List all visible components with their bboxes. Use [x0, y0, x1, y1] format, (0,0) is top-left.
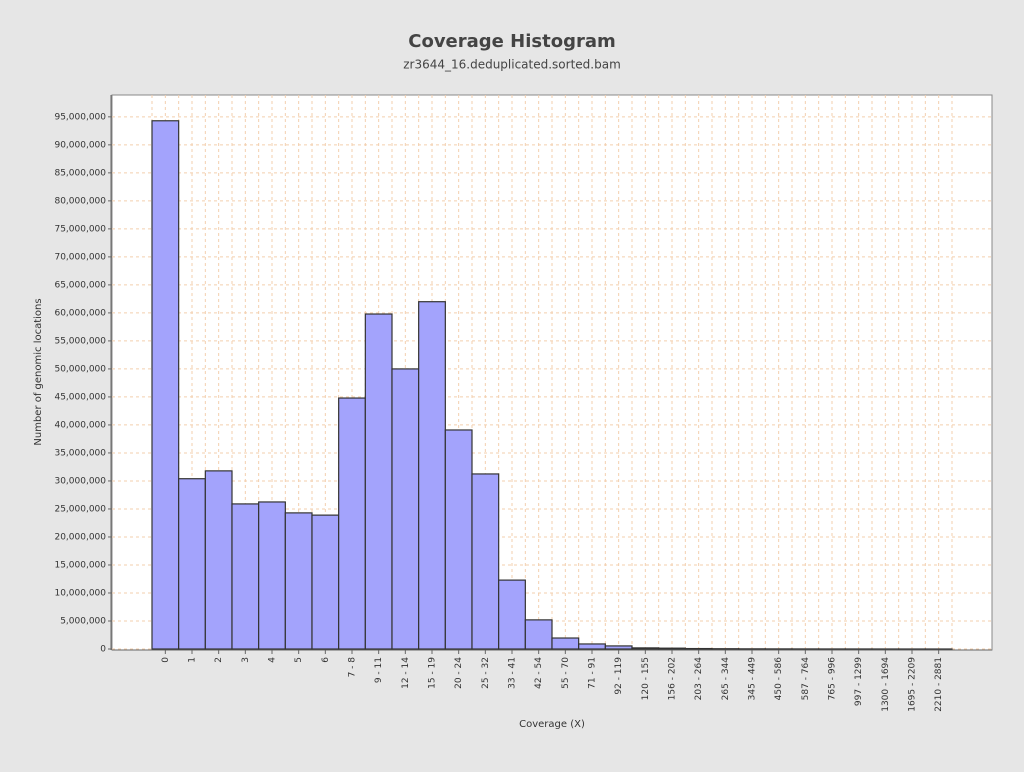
bar: [152, 121, 179, 649]
x-tick-label: 33 - 41: [508, 657, 518, 689]
bar: [419, 302, 446, 649]
bar: [232, 504, 259, 649]
bar: [499, 580, 526, 649]
bar: [285, 513, 312, 649]
x-tick-label: 2: [214, 657, 224, 663]
y-tick-label: 5,000,000: [60, 616, 106, 626]
x-tick-label: 997 - 1299: [854, 657, 864, 706]
chart-title: Coverage Histogram: [408, 31, 615, 52]
y-tick-label: 10,000,000: [54, 588, 106, 598]
bar: [659, 648, 686, 649]
y-tick-label: 70,000,000: [54, 252, 106, 262]
y-tick-label: 40,000,000: [54, 420, 106, 430]
y-tick-label: 35,000,000: [54, 448, 106, 458]
y-tick-label: 45,000,000: [54, 392, 106, 402]
x-tick-label: 0: [161, 657, 171, 663]
chart-subtitle: zr3644_16.deduplicated.sorted.bam: [403, 58, 621, 72]
x-tick-label: 9 - 11: [374, 657, 384, 683]
x-tick-label: 15 - 19: [428, 657, 438, 689]
x-tick-label: 20 - 24: [454, 657, 464, 689]
y-tick-label: 80,000,000: [54, 196, 106, 206]
y-axis-label: Number of genomic locations: [33, 298, 44, 445]
x-tick-label: 42 - 54: [534, 657, 544, 689]
x-tick-label: 25 - 32: [481, 657, 491, 689]
bar: [339, 398, 366, 649]
bar: [392, 369, 419, 649]
x-tick-label: 587 - 764: [801, 657, 811, 701]
bar: [205, 471, 232, 649]
x-tick-label: 265 - 344: [721, 657, 731, 701]
bar: [632, 648, 659, 649]
bar: [179, 479, 206, 649]
y-tick-label: 25,000,000: [54, 504, 106, 514]
x-tick-label: 71 - 91: [588, 657, 598, 689]
y-tick-label: 95,000,000: [54, 112, 106, 122]
y-tick-label: 0: [100, 645, 106, 655]
x-tick-label: 1695 - 2209: [908, 657, 918, 712]
x-tick-label: 1300 - 1694: [881, 657, 891, 712]
y-tick-label: 75,000,000: [54, 224, 106, 234]
x-tick-label: 55 - 70: [561, 657, 571, 689]
y-tick-label: 65,000,000: [54, 280, 106, 290]
x-tick-label: 156 - 202: [668, 657, 678, 700]
bar: [525, 620, 552, 649]
y-tick-label: 85,000,000: [54, 168, 106, 178]
bar: [312, 515, 339, 649]
x-tick-label: 4: [268, 657, 278, 663]
x-tick-label: 3: [241, 657, 251, 663]
y-tick-label: 60,000,000: [54, 308, 106, 318]
x-tick-label: 450 - 586: [774, 657, 784, 701]
x-tick-label: 203 - 264: [694, 657, 704, 701]
x-axis-label: Coverage (X): [519, 719, 585, 730]
x-tick-label: 92 - 119: [614, 657, 624, 695]
x-tick-label: 7 - 8: [348, 657, 358, 678]
y-tick-label: 55,000,000: [54, 336, 106, 346]
x-tick-label: 765 - 996: [828, 657, 838, 701]
y-tick-label: 30,000,000: [54, 476, 106, 486]
bar: [365, 314, 392, 649]
x-tick-label: 12 - 14: [401, 657, 411, 689]
bar: [579, 644, 606, 649]
x-tick-label: 5: [294, 657, 304, 663]
y-tick-label: 90,000,000: [54, 140, 106, 150]
x-tick-label: 345 - 449: [748, 657, 758, 701]
bar: [472, 474, 499, 649]
y-tick-label: 20,000,000: [54, 532, 106, 542]
bar: [259, 502, 286, 649]
bar: [605, 646, 632, 649]
x-tick-label: 120 - 155: [641, 657, 651, 700]
bar: [445, 430, 472, 649]
x-tick-label: 1: [188, 657, 198, 663]
x-tick-label: 2210 - 2881: [934, 657, 944, 712]
y-tick-label: 15,000,000: [54, 560, 106, 570]
bar: [552, 638, 579, 649]
x-tick-label: 6: [321, 657, 331, 663]
y-tick-label: 50,000,000: [54, 364, 106, 374]
